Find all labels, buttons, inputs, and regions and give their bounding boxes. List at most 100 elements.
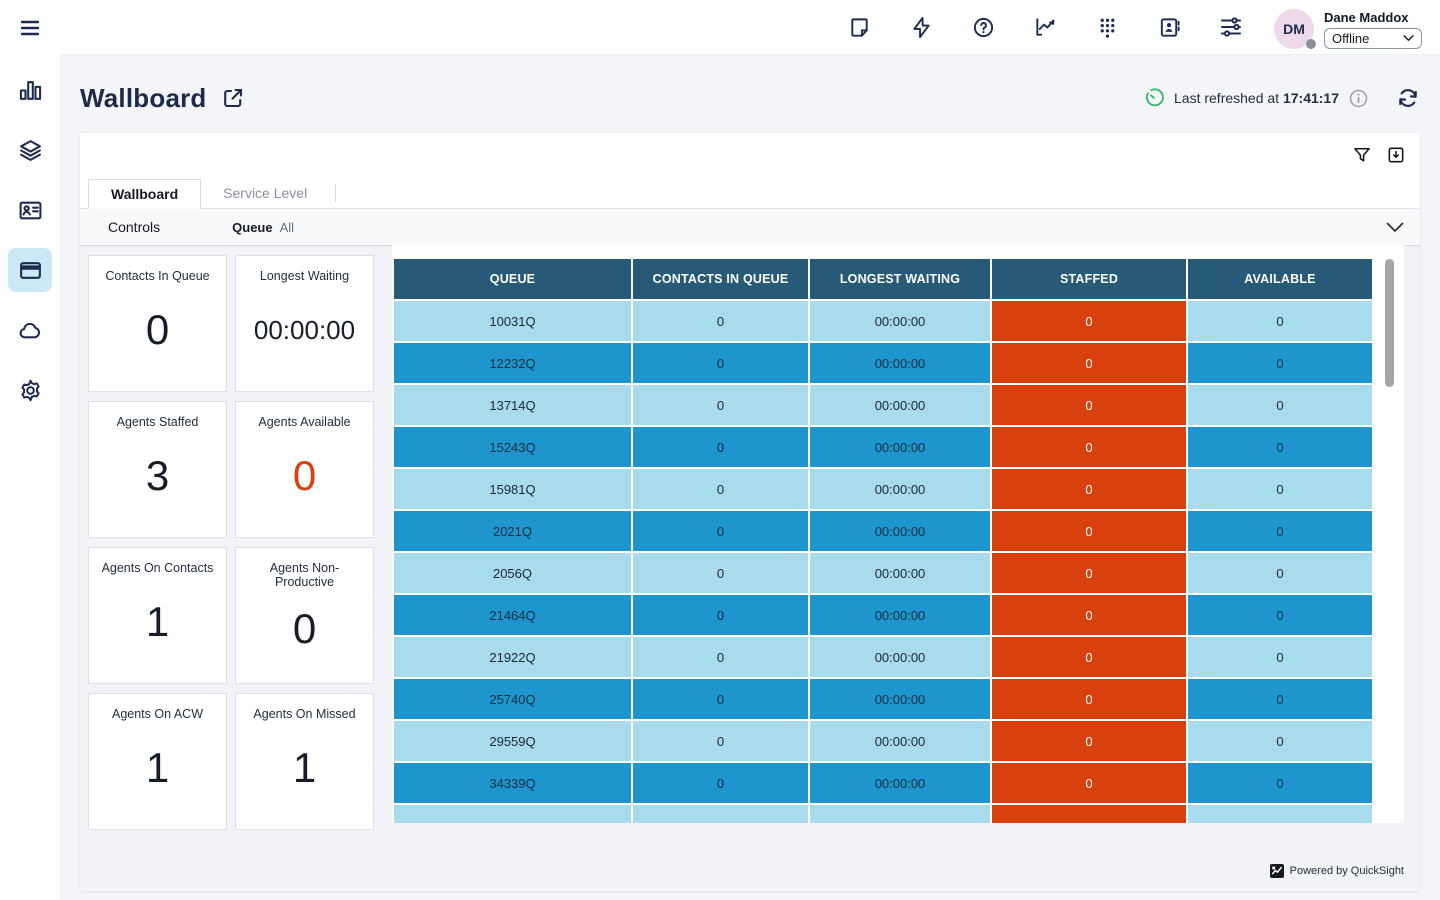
help-icon [972, 16, 995, 39]
table-header-row: QUEUE CONTACTS IN QUEUE LONGEST WAITING STA… [394, 259, 1372, 299]
hamburger-menu-button[interactable] [16, 14, 44, 42]
table-cell: 0 [1188, 679, 1372, 719]
address-book-icon [1158, 16, 1181, 39]
queue-filter[interactable]: Queue All [232, 220, 294, 235]
kpi-card-longest-waiting: Longest Waiting 00:00:00 [235, 255, 374, 392]
card-tools [1352, 145, 1406, 165]
kpi-value: 1 [145, 598, 170, 645]
table-cell: 0 [1188, 301, 1372, 341]
table-row: 21464Q 0 00:00:00 0 0 [394, 595, 1372, 635]
zap-button[interactable] [908, 14, 934, 40]
page-head: Wallboard Last refreshed at 17:41:17 [80, 71, 1420, 125]
controls-bar[interactable]: Controls Queue All [80, 209, 1420, 246]
table-cell: 0 [1188, 721, 1372, 761]
table-row: 15243Q 0 00:00:00 0 0 [394, 427, 1372, 467]
kpi-label: Agents On ACW [111, 707, 203, 721]
column-header: QUEUE [394, 259, 631, 299]
address-book-button[interactable] [1156, 14, 1182, 40]
refresh-icon[interactable] [1396, 86, 1420, 110]
sliders-button[interactable] [1218, 14, 1244, 40]
table-row: 34339Q 0 00:00:00 0 0 [394, 763, 1372, 803]
table-row: 10031Q 0 00:00:00 0 0 [394, 301, 1372, 341]
table-cell: 0 [633, 763, 808, 803]
table-cell: 21922Q [394, 637, 631, 677]
external-link-icon[interactable] [221, 85, 247, 111]
last-refreshed-text: Last refreshed at 17:41:17 [1174, 90, 1339, 106]
table-cell: 0 [992, 343, 1186, 383]
table-cell: 0 [633, 343, 808, 383]
table-cell: 2021Q [394, 511, 631, 551]
note-button[interactable] [846, 14, 872, 40]
table-row: 21922Q 0 00:00:00 0 0 [394, 637, 1372, 677]
table-cell: 0 [1188, 553, 1372, 593]
table-cell: 0 [633, 595, 808, 635]
table-cell: 0 [1188, 763, 1372, 803]
table-cell: 0 [633, 301, 808, 341]
table-cell: 0 [1188, 637, 1372, 677]
browser-icon [18, 258, 43, 283]
kpi-card-agents-on-acw: Agents On ACW 1 [88, 693, 227, 830]
table-cell: 0 [633, 511, 808, 551]
status-select[interactable]: Offline [1324, 28, 1422, 49]
tab-service-level[interactable]: Service Level [201, 178, 329, 208]
table-cell: 00:00:00 [810, 385, 990, 425]
page-title: Wallboard [80, 82, 207, 113]
sidebar-item-wallboard[interactable] [8, 248, 52, 292]
table-cell: 0 [633, 469, 808, 509]
table-cell: 0 [633, 385, 808, 425]
sidebar-item-contacts[interactable] [8, 188, 52, 232]
kpi-card-agents-non-productive: Agents Non-Productive 0 [235, 547, 374, 684]
table-cell: 00:00:00 [810, 763, 990, 803]
timer-icon [1144, 88, 1164, 108]
table-cell: 0 [633, 427, 808, 467]
controls-label: Controls [108, 219, 161, 235]
sidebar [0, 0, 60, 900]
table-cell: 00:00:00 [810, 301, 990, 341]
table-row: 25740Q 0 00:00:00 0 0 [394, 679, 1372, 719]
tab-wallboard[interactable]: Wallboard [88, 179, 202, 209]
topbar-icons [846, 14, 1244, 40]
chart-line-button[interactable] [1032, 14, 1058, 40]
sidebar-item-layers[interactable] [8, 128, 52, 172]
table-row [394, 805, 1372, 823]
chevron-down-icon[interactable] [1386, 222, 1404, 233]
last-refreshed-time: 17:41:17 [1282, 90, 1339, 106]
kpi-card-agents-staffed: Agents Staffed 3 [88, 401, 227, 538]
kpi-label: Agents On Contacts [101, 561, 214, 575]
table-row: 2056Q 0 00:00:00 0 0 [394, 553, 1372, 593]
table-cell: 00:00:00 [810, 595, 990, 635]
table-cell: 0 [992, 763, 1186, 803]
kpi-label: Agents Staffed [116, 415, 199, 429]
table-scrollbar[interactable] [1385, 259, 1394, 809]
scrollbar-thumb[interactable] [1385, 259, 1394, 387]
kpi-value: 00:00:00 [253, 314, 356, 345]
export-icon[interactable] [1386, 145, 1406, 165]
tabs-bar: Wallboard Service Level [80, 179, 1420, 209]
status-select-value: Offline [1332, 31, 1370, 46]
table-cell: 0 [633, 721, 808, 761]
info-icon[interactable] [1349, 89, 1368, 108]
filter-icon[interactable] [1352, 145, 1372, 165]
table-cell: 00:00:00 [810, 427, 990, 467]
table-cell: 12232Q [394, 343, 631, 383]
dialpad-button[interactable] [1094, 14, 1120, 40]
table-cell: 00:00:00 [810, 553, 990, 593]
avatar[interactable]: DM [1274, 9, 1316, 49]
table-cell [992, 805, 1186, 823]
kpi-label: Contacts In Queue [105, 269, 210, 283]
sidebar-item-settings[interactable] [8, 368, 52, 412]
table-cell: 0 [633, 679, 808, 719]
sidebar-item-metrics[interactable] [8, 68, 52, 112]
kpi-value: 1 [145, 744, 170, 791]
kpi-value: 1 [292, 744, 317, 791]
table-cell: 0 [633, 637, 808, 677]
table-cell: 25740Q [394, 679, 631, 719]
note-icon [848, 16, 871, 39]
sidebar-item-cloud[interactable] [8, 308, 52, 352]
help-button[interactable] [970, 14, 996, 40]
table-cell: 0 [992, 385, 1186, 425]
table-cell: 00:00:00 [810, 679, 990, 719]
table-cell: 0 [992, 469, 1186, 509]
queue-filter-value: All [279, 219, 295, 235]
